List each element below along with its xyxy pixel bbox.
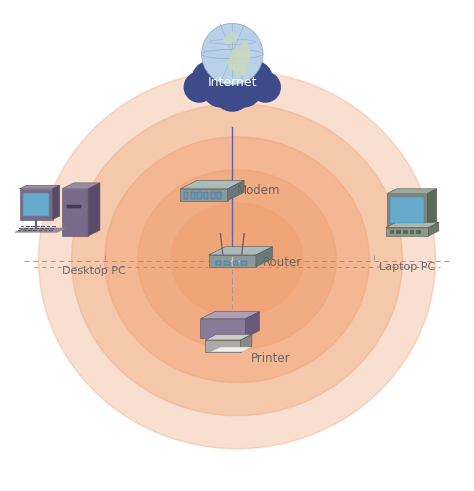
Polygon shape — [217, 192, 221, 199]
Polygon shape — [209, 255, 256, 267]
Ellipse shape — [105, 137, 369, 382]
Polygon shape — [19, 228, 23, 229]
Polygon shape — [26, 226, 29, 227]
Polygon shape — [52, 226, 55, 227]
Circle shape — [205, 48, 260, 103]
Text: Modem: Modem — [237, 184, 281, 197]
Polygon shape — [67, 205, 81, 208]
Polygon shape — [428, 222, 439, 236]
Polygon shape — [223, 30, 237, 45]
Polygon shape — [396, 230, 401, 234]
Polygon shape — [50, 228, 54, 229]
Polygon shape — [210, 192, 215, 199]
Polygon shape — [416, 230, 421, 234]
Polygon shape — [209, 246, 273, 255]
Polygon shape — [40, 228, 44, 229]
Polygon shape — [201, 319, 245, 338]
Polygon shape — [211, 347, 251, 352]
Polygon shape — [35, 228, 38, 229]
Polygon shape — [88, 183, 100, 236]
Polygon shape — [15, 228, 66, 232]
Polygon shape — [44, 230, 47, 231]
Polygon shape — [45, 228, 49, 229]
Polygon shape — [19, 185, 60, 189]
Polygon shape — [390, 230, 394, 234]
Text: Router: Router — [263, 256, 302, 270]
Polygon shape — [19, 189, 53, 219]
Ellipse shape — [171, 203, 303, 316]
Circle shape — [201, 24, 263, 85]
Polygon shape — [23, 192, 49, 216]
Polygon shape — [205, 334, 252, 340]
Polygon shape — [49, 230, 53, 231]
Polygon shape — [23, 230, 27, 231]
Polygon shape — [386, 227, 428, 236]
Polygon shape — [36, 226, 40, 227]
Text: Printer: Printer — [251, 353, 291, 365]
Polygon shape — [245, 312, 259, 338]
Polygon shape — [62, 189, 88, 236]
Polygon shape — [403, 230, 408, 234]
Circle shape — [250, 72, 281, 103]
Ellipse shape — [38, 71, 436, 449]
Polygon shape — [62, 183, 100, 189]
Polygon shape — [205, 340, 240, 352]
Polygon shape — [28, 230, 32, 231]
Circle shape — [234, 60, 273, 100]
Text: Internet: Internet — [208, 76, 257, 89]
Ellipse shape — [138, 170, 336, 350]
Ellipse shape — [72, 104, 402, 416]
Polygon shape — [386, 222, 439, 227]
Polygon shape — [390, 197, 424, 223]
Polygon shape — [24, 228, 28, 229]
Polygon shape — [18, 230, 21, 231]
Polygon shape — [410, 230, 414, 234]
Polygon shape — [427, 189, 437, 226]
Polygon shape — [387, 193, 427, 226]
Polygon shape — [228, 181, 244, 201]
Polygon shape — [233, 261, 238, 265]
Polygon shape — [180, 181, 244, 189]
Polygon shape — [197, 192, 201, 199]
Polygon shape — [204, 192, 208, 199]
Ellipse shape — [138, 170, 336, 350]
Circle shape — [183, 72, 215, 103]
Polygon shape — [240, 334, 252, 352]
Polygon shape — [33, 230, 37, 231]
Polygon shape — [256, 246, 273, 267]
Circle shape — [226, 72, 262, 108]
Polygon shape — [46, 226, 50, 227]
Polygon shape — [41, 226, 45, 227]
Polygon shape — [387, 189, 437, 193]
Polygon shape — [241, 261, 247, 265]
Polygon shape — [216, 261, 221, 265]
Polygon shape — [180, 189, 228, 201]
Ellipse shape — [38, 71, 436, 449]
Polygon shape — [184, 192, 188, 199]
Polygon shape — [228, 40, 251, 78]
Polygon shape — [31, 226, 35, 227]
Ellipse shape — [105, 137, 369, 382]
Circle shape — [191, 60, 231, 100]
Ellipse shape — [171, 203, 303, 316]
Polygon shape — [38, 230, 42, 231]
Circle shape — [202, 72, 238, 108]
Polygon shape — [53, 185, 60, 219]
Polygon shape — [201, 312, 259, 319]
Polygon shape — [191, 192, 195, 199]
Ellipse shape — [72, 104, 402, 416]
Text: Laptop PC: Laptop PC — [379, 262, 435, 272]
Polygon shape — [20, 226, 24, 227]
Circle shape — [212, 72, 252, 112]
Polygon shape — [29, 228, 33, 229]
Text: Desktop PC: Desktop PC — [62, 267, 126, 276]
Polygon shape — [224, 261, 230, 265]
